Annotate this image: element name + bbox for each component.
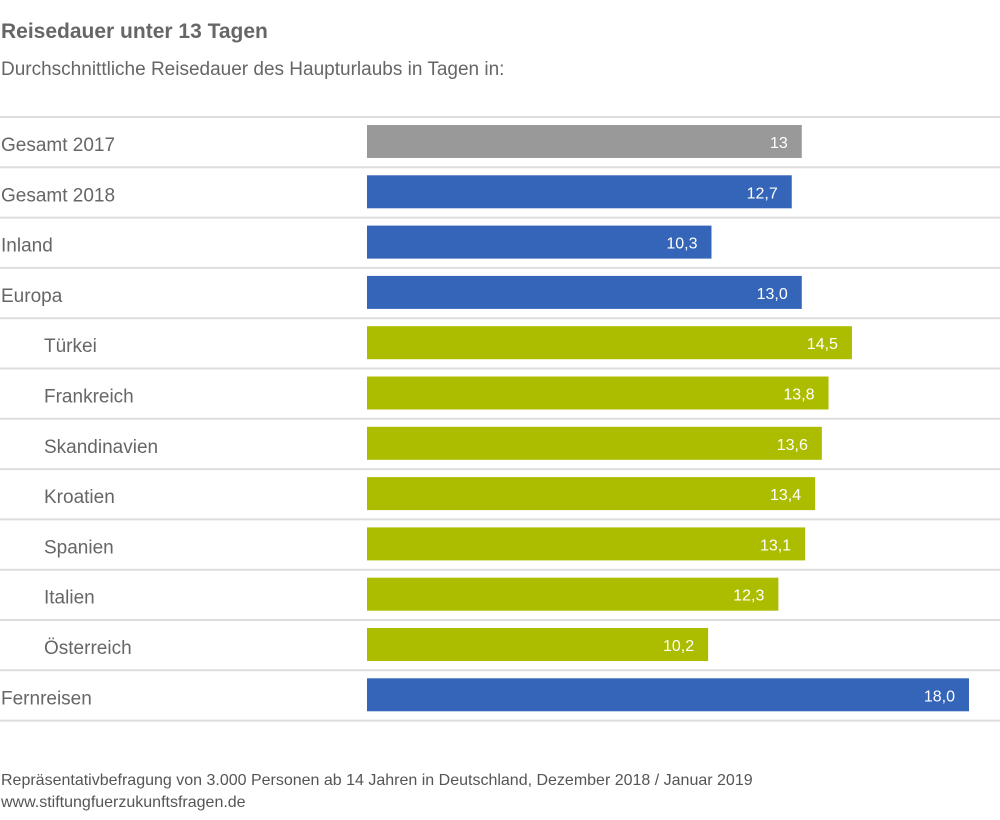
bar (367, 125, 802, 158)
chart-subtitle: Durchschnittliche Reisedauer des Hauptur… (1, 59, 505, 80)
bar (367, 678, 969, 712)
category-label: Kroatien (44, 487, 115, 508)
value-label: 13,0 (757, 286, 788, 303)
value-label: 13 (770, 135, 788, 152)
category-label: Türkei (44, 336, 97, 357)
value-label: 14,5 (807, 336, 838, 353)
bar (367, 326, 852, 360)
value-label: 10,3 (666, 236, 697, 253)
value-label: 13,8 (783, 387, 814, 404)
source-note: Repräsentativbefragung von 3.000 Persone… (1, 772, 753, 789)
bar (367, 527, 806, 561)
category-label: Frankreich (44, 387, 134, 408)
category-label: Österreich (44, 638, 132, 659)
category-label: Fernreisen (1, 688, 92, 709)
category-label: Skandinavien (44, 437, 158, 458)
category-label: Gesamt 2018 (1, 185, 115, 206)
category-label: Spanien (44, 537, 114, 558)
category-label: Gesamt 2017 (1, 135, 115, 156)
category-label: Europa (1, 286, 63, 307)
bar (367, 376, 829, 410)
bar (367, 628, 709, 661)
bar (367, 577, 779, 611)
bar (367, 426, 822, 460)
chart-title: Reisedauer unter 13 Tagen (1, 20, 268, 43)
category-label: Italien (44, 588, 95, 609)
value-label: 12,7 (747, 185, 778, 202)
value-label: 18,0 (924, 688, 955, 705)
bar-chart: Gesamt 2017 13 Gesamt 2018 12,7 Inland 10,3 Eu… (0, 116, 1000, 722)
bar (367, 175, 792, 209)
value-label: 10,2 (663, 638, 694, 655)
value-label: 13,6 (777, 437, 808, 454)
value-label: 12,3 (733, 588, 764, 605)
website-link[interactable]: www.stiftungfuerzukunftsfragen.de (1, 794, 246, 811)
bar (367, 225, 712, 259)
bar (367, 477, 816, 511)
value-label: 13,1 (760, 537, 791, 554)
bar (367, 275, 802, 309)
category-label: Inland (1, 236, 53, 257)
value-label: 13,4 (770, 487, 801, 504)
